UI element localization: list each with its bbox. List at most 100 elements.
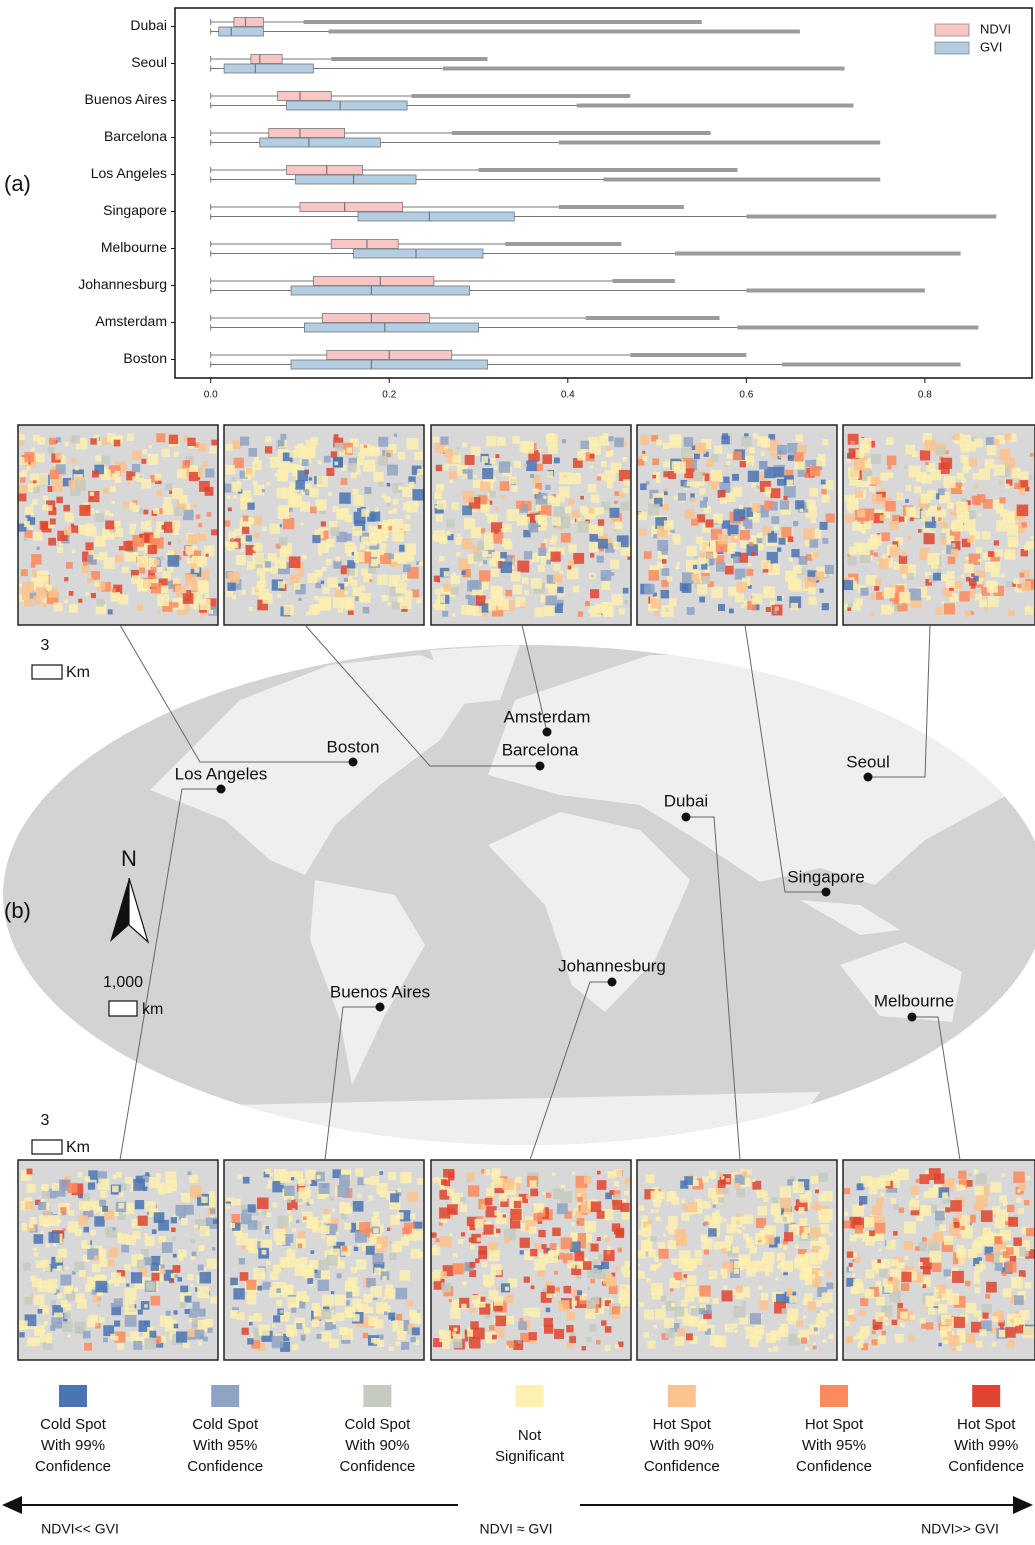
inset-pixel: [793, 1181, 804, 1192]
inset-pixel: [449, 1299, 452, 1302]
inset-pixel: [195, 1330, 205, 1340]
inset-pixel: [501, 562, 512, 573]
inset-pixel: [975, 1287, 981, 1293]
inset-pixel: [756, 537, 762, 543]
inset-pixel: [905, 499, 909, 503]
inset-pixel: [914, 486, 921, 493]
inset-pixel: [278, 508, 289, 519]
inset-pixel: [927, 491, 936, 500]
inset-pixel: [688, 1316, 695, 1323]
inset-pixel: [553, 573, 562, 582]
inset-pixel: [764, 1263, 773, 1272]
inset-pixel: [157, 610, 160, 613]
inset-pixel: [370, 1286, 381, 1297]
inset-pixel: [642, 451, 645, 454]
inset-pixel: [1012, 468, 1020, 476]
inset-pixel: [190, 1284, 193, 1287]
inset-pixel: [752, 503, 761, 512]
figure: (a)0.00.20.40.60.8DubaiSeoulBuenos Aires…: [0, 0, 1035, 1540]
inset-pixel: [1001, 574, 1005, 578]
inset-pixel: [934, 1173, 944, 1183]
inset-pixel: [122, 566, 128, 572]
inset-pixel: [88, 1182, 95, 1189]
inset-pixel: [589, 443, 601, 455]
inset-pixel: [514, 461, 521, 468]
inset-pixel: [486, 436, 496, 446]
inset-pixel: [902, 574, 907, 579]
inset-pixel: [546, 434, 558, 446]
inset-pixel: [240, 1272, 249, 1281]
inset-pixel: [852, 1274, 855, 1277]
inset-pixel: [572, 510, 580, 518]
outlier-band: [505, 242, 621, 246]
inset-pixel: [491, 1264, 502, 1275]
inset-pixel: [20, 477, 25, 482]
inset-pixel: [321, 1331, 331, 1341]
inset-pixel: [904, 466, 907, 469]
inset-pixel: [60, 1207, 66, 1213]
inset-pixel: [948, 556, 956, 564]
inset-pixel: [377, 574, 387, 584]
inset-pixel: [763, 1252, 775, 1264]
inset-pixel: [899, 592, 910, 603]
inset-pixel: [773, 1346, 778, 1351]
box: [287, 166, 363, 175]
inset-pixel: [1018, 1208, 1024, 1214]
inset-pixel: [417, 1178, 423, 1184]
inset-pixel: [312, 1303, 320, 1311]
inset-pixel: [796, 1320, 803, 1327]
inset-pixel: [194, 1225, 198, 1229]
inset-pixel: [686, 546, 696, 556]
inset-pixel: [684, 1274, 688, 1278]
inset-pixel: [340, 508, 349, 517]
inset-pixel: [748, 563, 751, 566]
inset-pixel: [663, 461, 670, 468]
inset-pixel: [577, 1193, 580, 1196]
inset-pixel: [822, 494, 830, 502]
inset-pixel: [64, 527, 72, 535]
y-tick-label: Barcelona: [104, 128, 167, 144]
inset-pixel: [447, 1189, 454, 1196]
inset-pixel: [416, 598, 421, 603]
inset-pixel: [1024, 1200, 1029, 1205]
inset-pixel: [606, 479, 611, 484]
inset-pixel: [339, 492, 350, 503]
inset-pixel: [87, 1319, 95, 1327]
inset-pixel: [942, 551, 945, 554]
inset-pixel: [465, 455, 475, 465]
inset-pixel: [64, 513, 73, 522]
inset-pixel: [577, 521, 588, 532]
inset-pixel: [48, 538, 56, 546]
inset-pixel: [177, 1277, 182, 1282]
city-dot: [349, 758, 358, 767]
city-label: Johannesburg: [558, 956, 666, 975]
inset-pixel: [538, 1230, 545, 1237]
inset-pixel: [1021, 581, 1031, 591]
inset-pixel: [106, 1227, 117, 1238]
inset-pixel: [572, 1171, 575, 1174]
inset-pixel: [483, 1275, 494, 1286]
inset-pixel: [344, 578, 348, 582]
inset-pixel: [254, 1313, 262, 1321]
inset-pixel: [601, 581, 610, 590]
inset-pixel: [520, 1238, 530, 1248]
inset-pixel: [891, 1198, 897, 1204]
inset-pixel: [908, 536, 912, 540]
inset-pixel: [662, 549, 668, 555]
inset-pixel: [962, 439, 965, 442]
inset-pixel: [451, 587, 459, 595]
inset-pixel: [874, 552, 878, 556]
inset-pixel: [742, 1226, 745, 1229]
inset-pixel: [149, 445, 152, 448]
inset-pixel: [651, 1191, 660, 1200]
inset-pixel: [30, 1217, 37, 1224]
inset-pixel: [210, 1209, 215, 1214]
inset-pixel: [718, 534, 728, 544]
inset-pixel: [282, 1257, 293, 1268]
inset-pixel: [39, 1215, 50, 1226]
inset-pixel: [770, 600, 775, 605]
inset-pixel: [241, 1214, 252, 1225]
outlier-band: [559, 141, 880, 145]
inset-pixel: [460, 1197, 465, 1202]
inset-pixel: [529, 1332, 537, 1340]
